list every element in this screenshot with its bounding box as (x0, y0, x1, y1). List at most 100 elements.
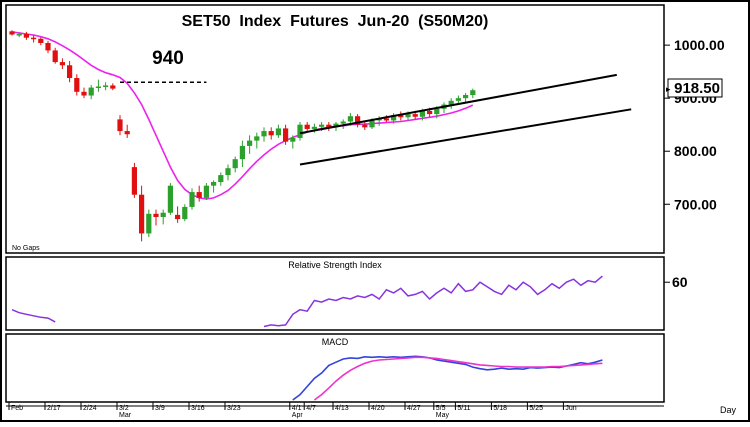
x-tick-label: 2/24 (83, 405, 97, 412)
candle-body (196, 192, 202, 198)
candle-body (203, 185, 209, 198)
candle-body (463, 94, 469, 99)
candle-body (347, 116, 353, 122)
candle-body (448, 100, 454, 105)
candle-body (275, 128, 281, 136)
candle-body (38, 38, 44, 44)
candle-body (59, 62, 65, 66)
candle-body (67, 65, 73, 79)
x-tick-label: 3/9 (155, 405, 165, 412)
candle-body (333, 123, 339, 128)
x-tick-label: 5/25 (529, 405, 543, 412)
x-tick-label: 3/23 (227, 405, 241, 412)
price-panel: SET50 Index Futures Jun-20 (S50M20) No G… (5, 4, 725, 254)
candle-body (131, 167, 137, 195)
candle-body (369, 120, 375, 128)
candle-body (9, 31, 15, 35)
rsi-plot-area (5, 256, 665, 331)
candle-body (160, 212, 166, 217)
candle-body (326, 124, 332, 128)
last-price-tag: ▸ 918.50 (666, 78, 723, 98)
candle-body (455, 98, 461, 101)
candle-body (23, 33, 29, 38)
candle-body (398, 115, 404, 118)
x-tick-label: Feb (11, 405, 23, 412)
candle-body (31, 37, 37, 40)
candle-body (52, 50, 58, 63)
candle-body (290, 137, 296, 142)
level-annotation-label: 940 (152, 48, 184, 69)
candle-body (189, 192, 195, 207)
candle-body (74, 78, 80, 92)
price-plot-area (5, 4, 665, 254)
x-tick-label: Jun (565, 405, 576, 412)
candle-body (254, 136, 260, 141)
rsi-ytick-label: 60 (672, 274, 688, 290)
candle-body (412, 114, 418, 117)
candle-body (362, 124, 368, 128)
price-ytick-label: 1000.00 (674, 37, 725, 53)
candle-body (261, 131, 267, 137)
signal-line (313, 356, 603, 401)
candle-body (268, 131, 274, 136)
candle-body (311, 126, 317, 129)
price-ytick-label: 700.00 (674, 196, 717, 212)
price-chart-title: SET50 Index Futures Jun-20 (S50M20) (182, 13, 489, 30)
candle-body (297, 124, 303, 138)
candle-body (45, 43, 51, 51)
candle-body (182, 206, 188, 220)
channel-upper-line (299, 73, 617, 135)
macd-panel: MACD (5, 333, 665, 403)
candle-body (319, 124, 325, 127)
candle-body (95, 86, 101, 89)
candle-body (391, 115, 397, 121)
x-axis-unit-label: Day (720, 405, 737, 415)
candle-body (283, 128, 289, 142)
candle-body (117, 119, 123, 132)
x-tick-label: Mar (119, 412, 132, 419)
candle-body (247, 140, 253, 146)
candle-body (139, 194, 145, 234)
candle-body (232, 159, 238, 169)
candle-body (225, 168, 231, 176)
macd-title: MACD (322, 337, 349, 347)
x-tick-label: 5/11 (457, 405, 470, 412)
candle-body (124, 131, 130, 135)
candle-body (110, 85, 116, 89)
x-tick-label: 5/18 (493, 405, 507, 412)
candle-body (16, 33, 22, 36)
candle-body (419, 110, 425, 117)
rsi-panel: Relative Strength Index 60 (5, 256, 688, 331)
x-tick-label: 2/17 (47, 405, 61, 412)
x-tick-label: 3/16 (191, 405, 205, 412)
last-price-box (667, 78, 723, 98)
x-tick-label: Apr (292, 412, 304, 419)
last-price-marker: ▸ (666, 84, 671, 94)
rsi-line (11, 309, 56, 323)
candle-body (218, 175, 224, 182)
x-tick-label: 4/27 (407, 405, 421, 412)
candle-body (427, 110, 433, 115)
candle-body (340, 121, 346, 124)
candle-body (88, 87, 94, 96)
x-tick-label: 4/1 (292, 405, 302, 412)
x-tick-label: 4/20 (371, 405, 385, 412)
candle-body (434, 108, 440, 115)
candle-body (153, 213, 159, 217)
last-price-label: 918.50 (674, 80, 720, 97)
x-tick-label: May (436, 412, 450, 419)
x-tick-label: 5/5 (436, 405, 446, 412)
candle-body (81, 91, 87, 96)
candle-body (355, 116, 361, 125)
x-tick-label: 4/13 (335, 405, 349, 412)
candle-body (304, 124, 310, 129)
corner-note: No Gaps (12, 245, 40, 252)
rsi-line (263, 275, 603, 328)
candle-body (211, 181, 217, 186)
x-tick-label: 4/7 (306, 405, 316, 412)
candle-body (405, 114, 411, 118)
